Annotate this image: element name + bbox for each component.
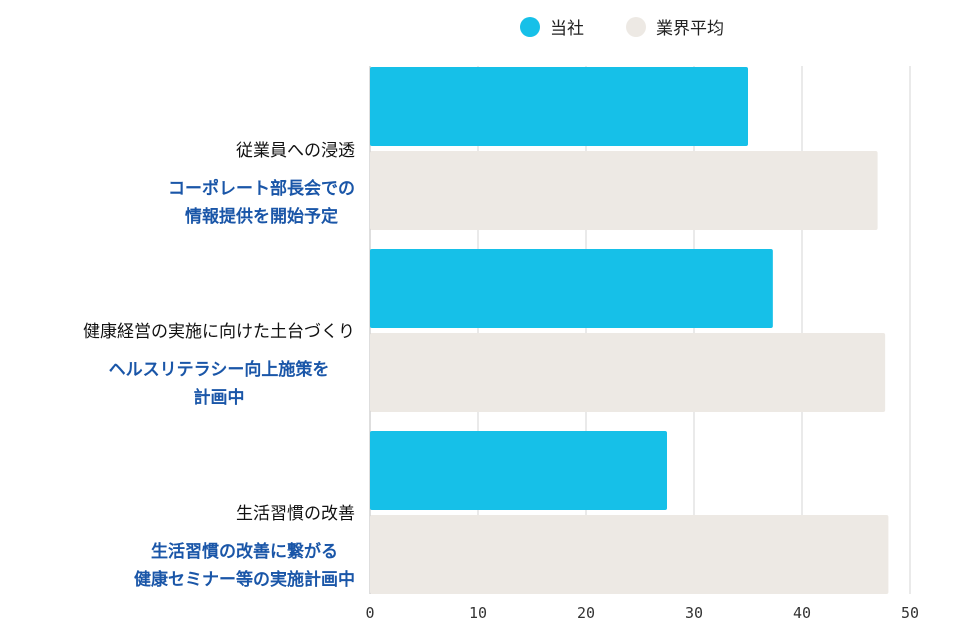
legend-item-company: 当社: [520, 14, 584, 39]
x-tick-label: 0: [365, 604, 375, 622]
annotation-line: 健康セミナー等の実施計画中: [134, 570, 355, 590]
bar-company-1: [370, 67, 748, 146]
category-block-3: 生活習慣の改善 生活習慣の改善に繋がる 健康セミナー等の実施計画中: [134, 499, 355, 594]
annotation-line: 計画中: [193, 388, 245, 408]
annotation-line: 生活習慣の改善に繋がる: [151, 542, 338, 562]
category-block-2: 健康経営の実施に向けた土台づくり ヘルスリテラシー向上施策を 計画中: [83, 317, 355, 412]
bar-company-2: [370, 249, 773, 328]
bar-average-2: [370, 333, 886, 412]
bar-company-3: [370, 431, 667, 510]
legend-label-average: 業界平均: [656, 19, 724, 39]
category-block-1: 従業員への浸透 コーポレート部長会での 情報提供を開始予定: [168, 136, 355, 231]
x-tick-label: 50: [900, 604, 920, 622]
annotation-line: コーポレート部長会での: [168, 179, 355, 199]
x-tick-label: 40: [792, 604, 812, 622]
legend: 当社 業界平均: [520, 14, 766, 39]
x-tick-label: 20: [576, 604, 596, 622]
legend-label-company: 当社: [550, 19, 584, 39]
annotation-line: ヘルスリテラシー向上施策を: [108, 360, 330, 380]
category-label: 健康経営の実施に向けた土台づくり: [83, 322, 355, 342]
bar-average-3: [370, 515, 889, 594]
legend-item-average: 業界平均: [626, 14, 724, 39]
legend-swatch-company: [520, 16, 540, 37]
annotation-line: 情報提供を開始予定: [185, 207, 338, 227]
category-annotation: ヘルスリテラシー向上施策を 計画中: [83, 356, 355, 412]
category-annotation: 生活習慣の改善に繋がる 健康セミナー等の実施計画中: [134, 538, 355, 594]
category-label: 従業員への浸透: [236, 141, 355, 161]
x-tick-label: 10: [468, 604, 488, 622]
category-annotation: コーポレート部長会での 情報提供を開始予定: [168, 175, 355, 231]
x-tick-label: 30: [684, 604, 704, 622]
category-label: 生活習慣の改善: [236, 504, 355, 524]
legend-swatch-average: [626, 16, 646, 37]
bar-average-1: [370, 151, 878, 230]
